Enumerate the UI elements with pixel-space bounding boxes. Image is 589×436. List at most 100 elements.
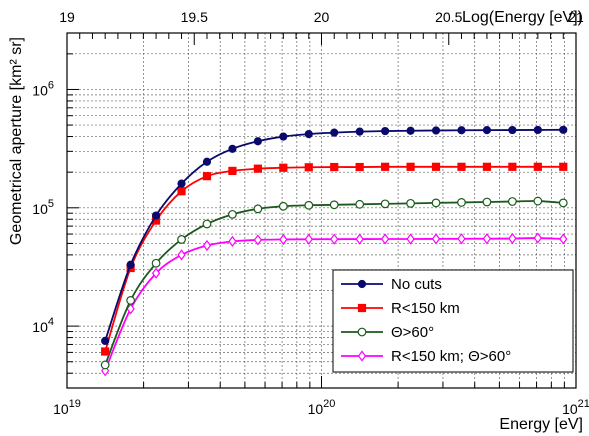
data-point — [253, 137, 262, 146]
data-point — [508, 125, 517, 135]
data-point — [355, 233, 364, 245]
x-tick-label-base: 10 — [562, 401, 578, 417]
data-point — [330, 128, 339, 137]
x-tick-label: 1021 — [562, 398, 589, 417]
data-point — [228, 166, 237, 176]
data-point — [177, 249, 186, 261]
data-point — [151, 267, 161, 279]
data-point — [151, 258, 161, 268]
data-point — [406, 162, 415, 171]
data-point — [482, 162, 492, 171]
y-axis-title: Geometrical aperture [km² sr] — [8, 37, 25, 245]
data-point — [457, 162, 466, 171]
y-tick-label: 104 — [32, 316, 54, 335]
data-point — [355, 127, 364, 136]
data-point — [406, 198, 415, 208]
top-tick-label: 19 — [59, 9, 75, 25]
y-tick-label: 105 — [32, 198, 54, 217]
data-point — [253, 234, 263, 246]
legend-label: R<150 km; Θ>60° — [391, 348, 511, 365]
data-point — [431, 126, 441, 135]
data-point — [533, 162, 542, 171]
data-point — [559, 162, 568, 171]
y-tick-label: 106 — [32, 79, 54, 98]
data-point — [406, 233, 415, 245]
data-point — [507, 197, 517, 206]
data-point — [457, 126, 466, 135]
x-tick-label-base: 10 — [308, 401, 324, 417]
legend: No cuts R<150 km Θ>60° R<150 km; Θ>60° — [332, 269, 574, 373]
data-point — [330, 162, 339, 172]
data-point — [381, 162, 390, 171]
legend-entry: No cuts — [341, 276, 442, 293]
data-point — [558, 198, 568, 208]
data-point — [533, 125, 542, 135]
legend-marker — [357, 303, 367, 313]
data-point — [482, 197, 492, 207]
legend-entry: R<150 km — [341, 300, 460, 317]
data-point — [406, 126, 415, 135]
data-point — [381, 126, 390, 136]
data-point — [330, 233, 339, 245]
data-point — [100, 360, 110, 370]
data-point — [177, 179, 186, 188]
data-point — [253, 164, 262, 173]
data-point — [559, 233, 568, 245]
series-0 — [101, 125, 568, 346]
data-point — [202, 219, 212, 229]
data-point — [228, 209, 237, 219]
top-tick-label: 20 — [314, 9, 330, 25]
top-tick-label: 19.5 — [181, 9, 208, 25]
data-point — [355, 199, 365, 209]
x-tick-label: 1019 — [53, 398, 81, 417]
y-tick-label-base: 10 — [32, 82, 48, 98]
data-point — [431, 162, 441, 171]
data-point — [304, 200, 314, 210]
data-point — [126, 295, 136, 305]
x-axis-title: Energy [eV] — [499, 416, 583, 433]
data-point — [202, 172, 212, 181]
data-point — [228, 144, 237, 153]
legend-entry: R<150 km; Θ>60° — [341, 348, 511, 365]
data-point — [380, 199, 390, 209]
data-point — [304, 129, 313, 139]
series-1 — [101, 162, 568, 356]
data-point — [457, 233, 466, 245]
top-tick-label: 20.5 — [435, 9, 462, 25]
x-tick-label-base: 10 — [53, 401, 69, 417]
legend-box — [332, 269, 574, 373]
data-point — [279, 233, 288, 246]
legend-entry: Θ>60° — [341, 324, 434, 341]
data-point — [508, 162, 517, 171]
data-point — [101, 347, 110, 356]
legend-marker — [357, 350, 367, 362]
data-point — [533, 196, 543, 206]
data-point — [482, 126, 492, 135]
top-axis-title: Log(Energy [eV]) — [462, 9, 583, 26]
y-tick-label-base: 10 — [32, 201, 48, 217]
data-point — [101, 336, 110, 346]
data-point — [279, 163, 288, 172]
data-point — [355, 162, 364, 172]
data-point — [329, 200, 339, 210]
legend-marker — [357, 327, 367, 337]
data-point — [508, 232, 517, 245]
data-point — [380, 233, 390, 245]
legend-label: No cuts — [391, 276, 442, 293]
data-point — [431, 233, 441, 245]
data-point — [559, 125, 568, 134]
y-tick-label-base: 10 — [32, 319, 48, 335]
data-point — [151, 211, 161, 220]
data-point — [177, 235, 186, 244]
data-point — [202, 239, 212, 252]
data-point — [202, 157, 212, 166]
y-tick-label-exp: 5 — [48, 198, 54, 210]
data-point — [457, 198, 466, 207]
legend-label: Θ>60° — [391, 324, 434, 341]
legend-marker — [357, 279, 367, 289]
data-point — [278, 201, 288, 211]
series-2 — [100, 196, 568, 370]
